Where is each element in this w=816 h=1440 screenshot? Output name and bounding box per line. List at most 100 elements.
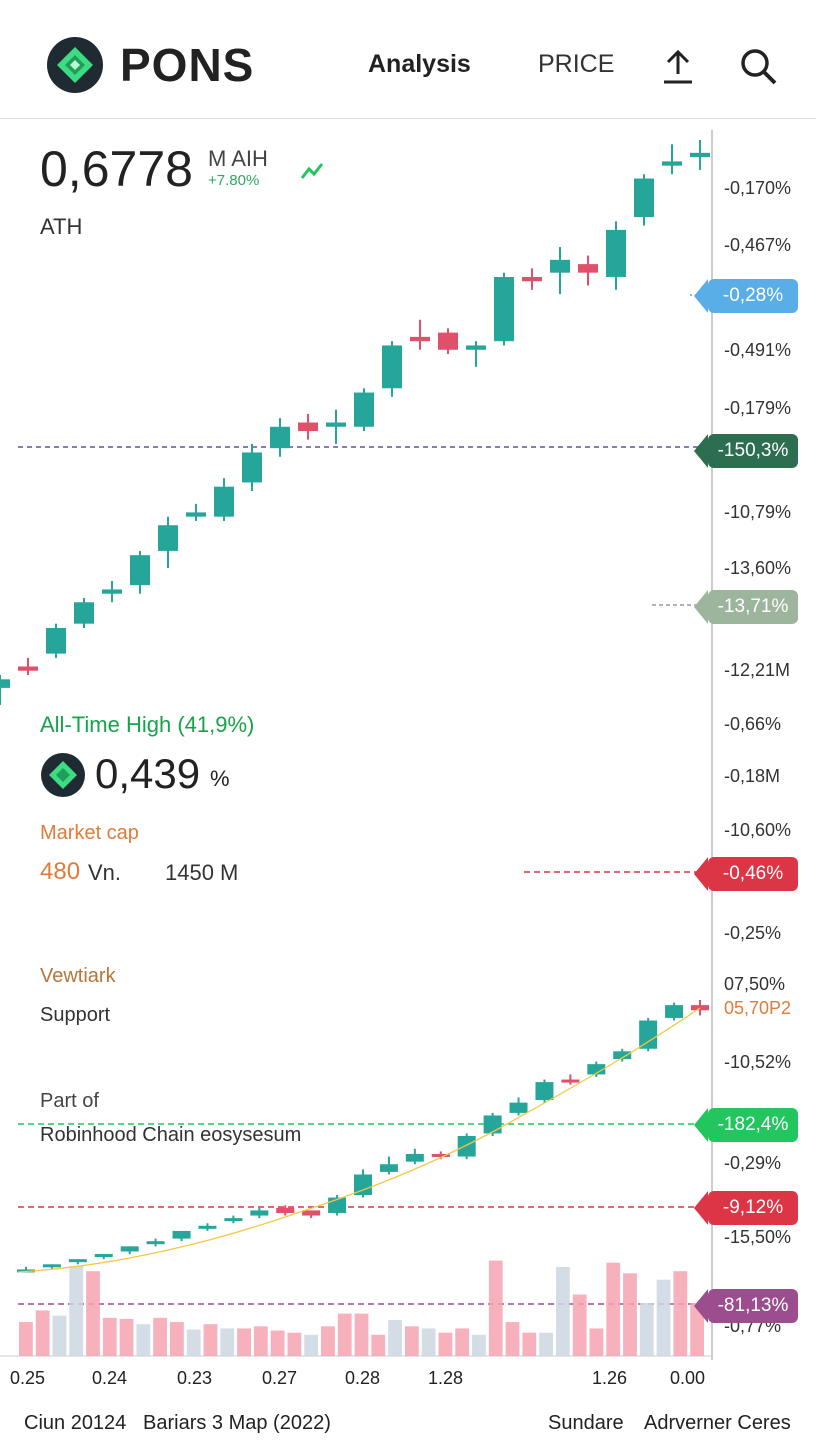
upload-icon[interactable] (660, 46, 696, 86)
volume-bar (589, 1328, 604, 1356)
candle-body (634, 178, 654, 218)
time-tick: 0.00 (670, 1368, 706, 1388)
nav-analysis-link[interactable]: Analysis (368, 50, 471, 78)
top-bar (0, 0, 816, 119)
lower-candle (224, 1215, 243, 1224)
price-change: +7.80% (208, 172, 260, 189)
price-tag[interactable]: -0,46% (694, 857, 798, 891)
lower-candle (68, 1259, 87, 1265)
axis-tick: 05,70P2 (724, 998, 792, 1018)
price-tag[interactable]: -81,13% (694, 1289, 798, 1323)
volume-bar (35, 1310, 50, 1356)
price-tag[interactable]: -13,71% (694, 590, 798, 624)
nav-price-link[interactable]: PRICE (538, 50, 615, 78)
candle-body (46, 627, 66, 654)
candle-body (550, 259, 570, 273)
token-value: 0,439 (95, 750, 201, 797)
lower-candle (146, 1238, 165, 1247)
candle-body (302, 1210, 321, 1216)
footer-left-label: Ciun 20124 (24, 1412, 127, 1434)
candle-body (158, 525, 178, 551)
candle-body (354, 392, 374, 427)
candle-body (379, 1164, 398, 1172)
candle-body (587, 1064, 606, 1075)
volume-bar (371, 1334, 386, 1356)
candle-body (438, 332, 458, 350)
volume-bar (119, 1318, 134, 1356)
volume-bar (19, 1322, 33, 1356)
axis-tick: -10,60% (724, 820, 792, 840)
footer-advertiser-link[interactable]: Adrverner Ceres (644, 1412, 791, 1434)
main-candle (662, 144, 682, 175)
candle-body (42, 1264, 61, 1268)
main-candle (382, 341, 402, 397)
lower-candle (250, 1207, 269, 1219)
lower-candle (639, 1017, 658, 1052)
volume-bar (421, 1328, 436, 1356)
time-tick: 0.28 (345, 1368, 381, 1388)
time-tick: 1.26 (592, 1368, 628, 1388)
volume-bar (539, 1332, 553, 1356)
main-candle (158, 516, 178, 569)
lower-candle (94, 1254, 113, 1260)
price-tag[interactable]: -0,28% (694, 279, 798, 313)
volume-bar (287, 1332, 302, 1356)
main-candle (578, 255, 598, 286)
main-candle (326, 409, 346, 444)
candle-body (270, 426, 290, 449)
candle-body (276, 1207, 295, 1213)
part-of-label: Part of (40, 1090, 99, 1112)
volume-bar (136, 1324, 151, 1356)
search-icon[interactable] (738, 46, 778, 86)
candle-body (431, 1153, 450, 1157)
candle-body (120, 1246, 139, 1252)
axis-tick: 07,50% (724, 974, 786, 994)
main-candle (74, 597, 94, 628)
main-candle (410, 319, 430, 350)
axis-tick: -0,29% (724, 1153, 782, 1173)
main-candle (550, 247, 570, 295)
candle-body (561, 1079, 580, 1083)
candle-body (613, 1051, 632, 1060)
lower-candle (535, 1079, 554, 1103)
token-unit: % (210, 766, 230, 791)
volume-bar (237, 1328, 251, 1356)
lower-candle (665, 1002, 684, 1021)
price-unit: M AIH (208, 146, 268, 171)
candle-body (578, 264, 598, 273)
time-tick: 0.24 (92, 1368, 128, 1388)
price-tag[interactable]: -9,12% (694, 1191, 798, 1225)
volume-bar (69, 1265, 84, 1356)
candle-body (494, 276, 514, 342)
lower-candle (172, 1230, 191, 1242)
candle-body (522, 276, 542, 282)
logo-icon (47, 37, 103, 93)
axis-tick: -0,25% (724, 923, 782, 943)
volume-bar (220, 1328, 235, 1356)
volume-bar (86, 1271, 100, 1356)
candle-body (0, 679, 10, 688)
lower-candle (354, 1169, 372, 1198)
footer-sundare-link[interactable]: Sundare (548, 1412, 624, 1434)
market-cap-secondary: 1450 M (165, 860, 239, 885)
token-icon (41, 753, 85, 797)
candle-body (298, 422, 318, 432)
volume-bar (253, 1326, 268, 1356)
axis-tick: -0,66% (724, 714, 782, 734)
candle-body (186, 512, 206, 517)
price-tag[interactable]: -182,4% (694, 1108, 798, 1142)
lower-candle (457, 1133, 476, 1160)
lower-candle (613, 1048, 632, 1062)
lower-candle (328, 1195, 347, 1216)
volume-bar (170, 1322, 184, 1356)
main-candle (298, 413, 318, 440)
volume-bar (186, 1329, 201, 1356)
main-candle (130, 550, 150, 594)
candle-body (639, 1020, 658, 1049)
current-price: 0,6778 (40, 141, 193, 197)
volume-bar (522, 1332, 537, 1356)
candle-body (250, 1210, 269, 1216)
volume-bar (505, 1322, 520, 1356)
price-chart[interactable] (0, 119, 816, 1440)
price-tag[interactable]: -150,3% (694, 434, 798, 468)
